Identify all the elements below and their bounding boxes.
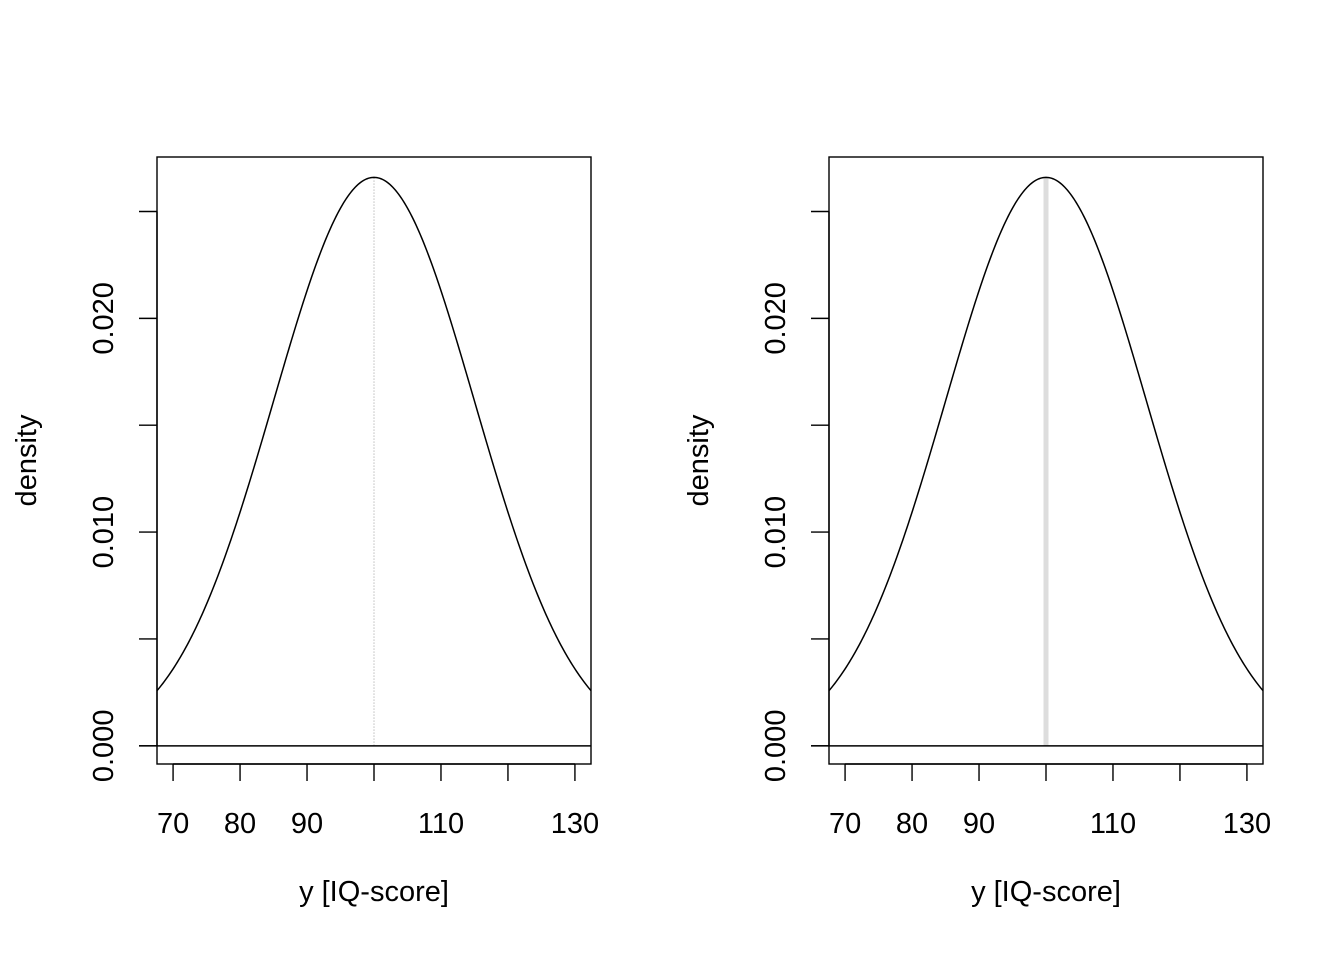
y-tick-label: 0.020 xyxy=(88,282,120,355)
right-density-panel: 70 80 90 110 130 0.000 0.010 0.020 y [IQ-score] d… xyxy=(683,156,1271,908)
x-tick-label: 110 xyxy=(1090,808,1136,840)
x-tick-label: 70 xyxy=(829,808,861,840)
x-tick-label: 130 xyxy=(1223,808,1271,840)
y-axis-title: density xyxy=(11,414,43,506)
x-tick-label: 70 xyxy=(157,808,189,840)
y-tick-label: 0.020 xyxy=(760,282,792,355)
y-tick-label: 0.000 xyxy=(88,710,120,783)
density-curve xyxy=(828,176,1264,692)
left-density-panel: 70 80 90 110 130 0.000 0.010 0.020 y [IQ-score] d… xyxy=(11,156,599,908)
x-tick-label: 110 xyxy=(418,808,464,840)
x-axis-title: y [IQ-score] xyxy=(299,876,449,908)
y-tick-label: 0.000 xyxy=(760,710,792,783)
y-axis-title: density xyxy=(683,414,715,506)
x-tick-label: 90 xyxy=(291,808,323,840)
x-tick-label: 130 xyxy=(551,808,599,840)
y-tick-label: 0.010 xyxy=(760,496,792,569)
x-tick-label: 90 xyxy=(963,808,995,840)
density-curve xyxy=(156,176,592,692)
x-axis-title: y [IQ-score] xyxy=(971,876,1121,908)
x-tick-label: 80 xyxy=(224,808,256,840)
y-tick-label: 0.010 xyxy=(88,496,120,569)
x-tick-label: 80 xyxy=(896,808,928,840)
